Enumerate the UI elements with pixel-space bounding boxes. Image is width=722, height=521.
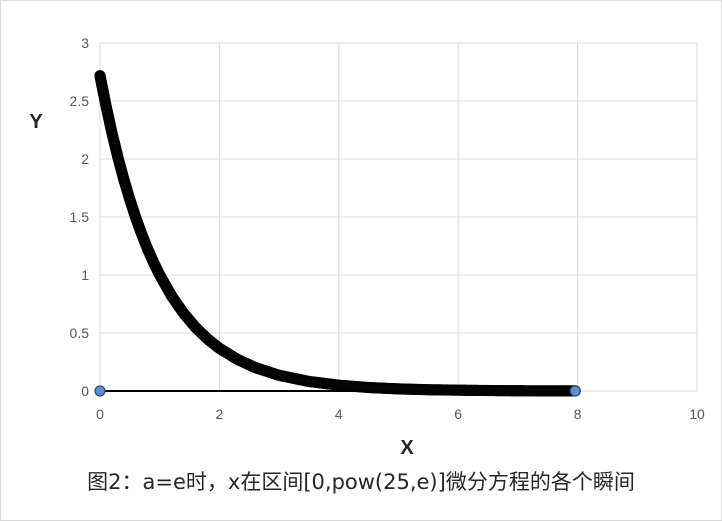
tick-labels: 0 2 4 6 8 10 0 0.5 1 1.5 2 2.5 3 [70, 35, 705, 422]
gridlines [99, 42, 698, 392]
data-marks [94, 70, 581, 397]
x-tick-label-5: 10 [689, 406, 705, 422]
y-tick-label-5: 2.5 [70, 93, 90, 109]
y-tick-label-6: 3 [81, 35, 89, 51]
baseline-point-0 [94, 385, 106, 397]
y-tick-label-0: 0 [81, 383, 89, 399]
x-tick-label-4: 8 [574, 406, 582, 422]
x-tick-label-1: 2 [216, 406, 224, 422]
figure-caption: 图2：a=e时，x在区间[0,pow(25,e)]微分方程的各个瞬间 [87, 470, 635, 494]
y-tick-label-3: 1.5 [70, 209, 90, 225]
x-tick-label-0: 0 [96, 406, 104, 422]
y-tick-label-4: 2 [81, 151, 89, 167]
x-tick-label-2: 4 [335, 406, 343, 422]
y-tick-label-2: 1 [81, 267, 89, 283]
x-axis-label: X [400, 437, 414, 459]
y-tick-label-1: 0.5 [70, 325, 90, 341]
baseline-point-1 [569, 385, 581, 397]
x-tick-label-3: 6 [454, 406, 462, 422]
y-axis-label: Y [29, 111, 43, 133]
